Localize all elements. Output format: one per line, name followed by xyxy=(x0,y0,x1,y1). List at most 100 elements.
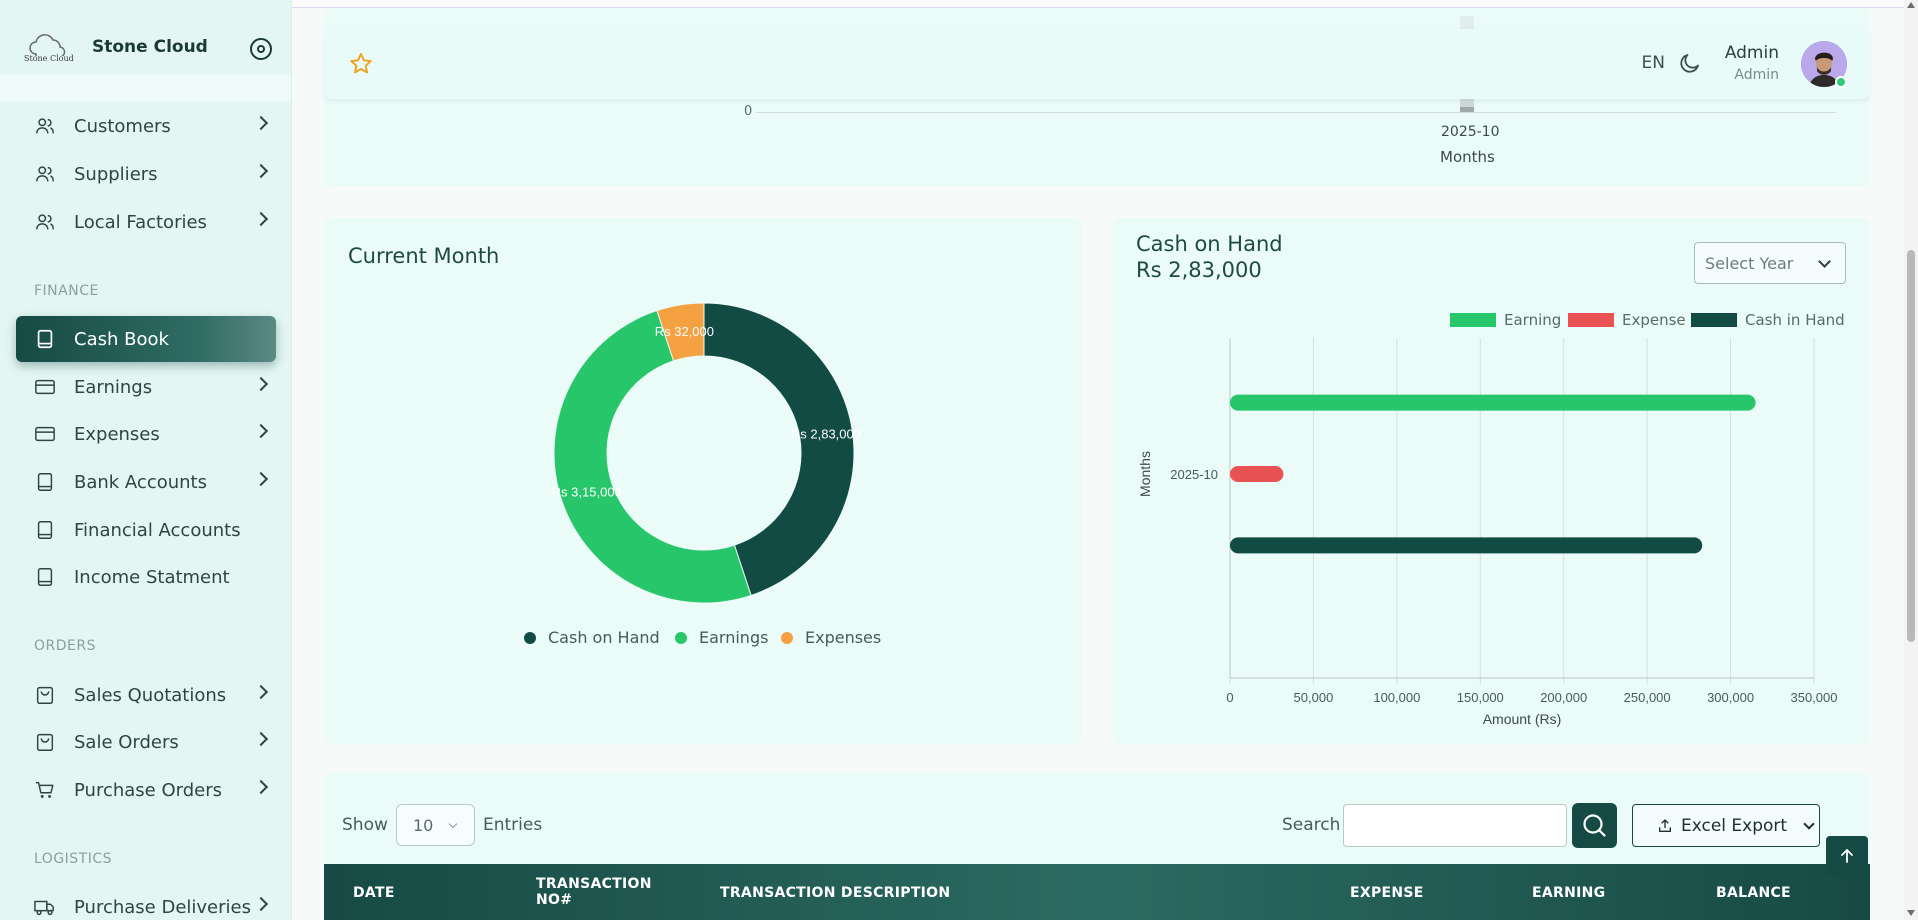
table-header: DATE TRANSACTION NO# TRANSACTION DESCRIP… xyxy=(324,864,1870,920)
show-label: Show xyxy=(342,815,388,835)
cart-icon xyxy=(34,779,56,801)
book-icon xyxy=(34,519,56,541)
scroll-down-arrow[interactable] xyxy=(1907,910,1915,916)
column-header-balance[interactable]: BALANCE xyxy=(1716,885,1791,901)
moon-icon[interactable] xyxy=(1678,51,1702,75)
sidebar-item-income-statment[interactable]: Income Statment xyxy=(16,554,276,600)
sidebar-item-label: Sale Orders xyxy=(74,731,179,753)
brand[interactable]: Stone Cloud Stone Cloud xyxy=(22,30,272,70)
legend-label: Cash in Hand xyxy=(1745,311,1845,329)
sidebar-toggle-icon[interactable] xyxy=(250,38,272,60)
legend-expenses[interactable]: Expenses xyxy=(781,628,881,647)
sidebar-item-financial-accounts[interactable]: Financial Accounts xyxy=(16,507,276,553)
page-scrollbar[interactable] xyxy=(1904,0,1918,920)
legend-dot xyxy=(781,631,793,644)
users-icon xyxy=(34,163,56,185)
language-selector[interactable]: EN xyxy=(1641,53,1665,73)
legend-label: Expense xyxy=(1622,311,1686,329)
chevron-right-icon xyxy=(253,211,269,227)
donut-slice[interactable] xyxy=(656,302,705,362)
brand-logo: Stone Cloud xyxy=(22,32,74,68)
legend-swatch xyxy=(1568,313,1614,327)
section-label-finance: FINANCE xyxy=(34,283,99,299)
online-status-indicator xyxy=(1835,76,1847,88)
x-tick-month: 2025-10 xyxy=(1441,124,1500,140)
slice-label: Rs 2,83,000 xyxy=(791,426,861,441)
sidebar: Stone Cloud Stone Cloud Customers Suppli… xyxy=(0,0,292,920)
legend-dot xyxy=(675,631,687,644)
column-header-date[interactable]: DATE xyxy=(353,885,395,901)
sidebar-item-suppliers[interactable]: Suppliers xyxy=(16,151,276,197)
search-button[interactable] xyxy=(1572,803,1617,848)
sidebar-item-purchase-orders[interactable]: Purchase Orders xyxy=(16,767,276,813)
x-tick-label: 300,000 xyxy=(1707,690,1754,705)
sidebar-item-purchase-deliveries[interactable]: Purchase Deliveries xyxy=(16,884,276,920)
sidebar-item-customers[interactable]: Customers xyxy=(16,103,276,149)
sidebar-item-local-factories[interactable]: Local Factories xyxy=(16,199,276,245)
sidebar-item-label: Purchase Orders xyxy=(74,779,222,801)
bar-cash-in-hand[interactable] xyxy=(1230,537,1703,554)
card-title: Current Month xyxy=(348,244,500,268)
chevron-right-icon xyxy=(253,731,269,747)
sidebar-item-expenses[interactable]: Expenses xyxy=(16,411,276,457)
legend-cash-on-hand[interactable]: Cash on Hand xyxy=(524,628,660,647)
legend-earning[interactable]: Earning xyxy=(1450,311,1561,329)
legend-expense[interactable]: Expense xyxy=(1568,311,1686,329)
section-label-logistics: LOGISTICS xyxy=(34,851,113,867)
entries-label: Entries xyxy=(483,815,543,835)
chevron-right-icon xyxy=(253,423,269,439)
logo-text: Stone Cloud xyxy=(24,54,74,63)
column-header-transaction-no[interactable]: TRANSACTION NO# xyxy=(536,876,652,908)
sidebar-item-sales-quotations[interactable]: Sales Quotations xyxy=(16,672,276,718)
legend-label: Earnings xyxy=(699,628,769,647)
x-tick-label: 150,000 xyxy=(1457,690,1504,705)
book-icon xyxy=(34,471,56,493)
legend-earnings[interactable]: Earnings xyxy=(675,628,768,647)
bag-icon xyxy=(34,731,56,753)
scroll-to-top-button[interactable] xyxy=(1826,836,1868,876)
search-input[interactable] xyxy=(1343,804,1567,847)
users-icon xyxy=(34,211,56,233)
bar-earning[interactable] xyxy=(1230,394,1756,411)
chevron-right-icon xyxy=(253,779,269,795)
legend-cash-in-hand[interactable]: Cash in Hand xyxy=(1691,311,1845,329)
book-icon xyxy=(34,566,56,588)
sidebar-item-bank-accounts[interactable]: Bank Accounts xyxy=(16,459,276,505)
donut-chart: Rs 2,83,000 Rs 3,15,000 Rs 32,000 xyxy=(552,302,861,604)
x-tick-label: 100,000 xyxy=(1373,690,1420,705)
sidebar-item-label: Suppliers xyxy=(74,163,158,185)
scroll-up-arrow[interactable] xyxy=(1907,2,1915,8)
card-icon xyxy=(34,376,56,398)
chart-bar-base xyxy=(1460,107,1474,112)
chevron-right-icon xyxy=(253,163,269,179)
sidebar-item-label: Cash Book xyxy=(74,328,169,350)
card-icon xyxy=(34,423,56,445)
entries-select[interactable]: 10 xyxy=(396,804,475,846)
user-name[interactable]: Admin xyxy=(1724,43,1779,63)
y-tick-label: 2025-10 xyxy=(1170,467,1218,482)
y-tick-zero: 0 xyxy=(744,104,753,119)
column-header-expense[interactable]: EXPENSE xyxy=(1350,885,1424,901)
sidebar-item-label: Local Factories xyxy=(74,211,207,233)
bar-expense[interactable] xyxy=(1230,466,1284,482)
column-header-earning[interactable]: EARNING xyxy=(1532,885,1606,901)
legend-swatch xyxy=(1450,313,1496,327)
brand-name: Stone Cloud xyxy=(92,37,208,57)
donut-slice[interactable] xyxy=(553,309,752,604)
excel-export-button[interactable]: Excel Export xyxy=(1632,804,1820,847)
year-select[interactable]: Select Year xyxy=(1694,242,1846,284)
legend-swatch xyxy=(1691,313,1737,327)
star-icon[interactable] xyxy=(348,51,374,77)
y-axis-label: Months xyxy=(1137,451,1153,497)
search-label: Search xyxy=(1282,815,1341,835)
scroll-thumb[interactable] xyxy=(1907,250,1915,642)
donut-slice[interactable] xyxy=(703,302,855,597)
bar-chart: 0 50,000 100,000 150,000 200,000 250,000 300,0… xyxy=(1137,338,1838,727)
sidebar-item-earnings[interactable]: Earnings xyxy=(16,364,276,410)
column-header-description[interactable]: TRANSACTION DESCRIPTION xyxy=(720,885,951,901)
slice-label: Rs 32,000 xyxy=(655,324,714,339)
cash-on-hand-card: Cash on Hand Rs 2,83,000 Select Year Ear… xyxy=(1112,218,1870,744)
slice-label: Rs 3,15,000 xyxy=(552,485,622,500)
sidebar-item-sale-orders[interactable]: Sale Orders xyxy=(16,719,276,765)
sidebar-item-cash-book[interactable]: Cash Book xyxy=(16,316,276,362)
